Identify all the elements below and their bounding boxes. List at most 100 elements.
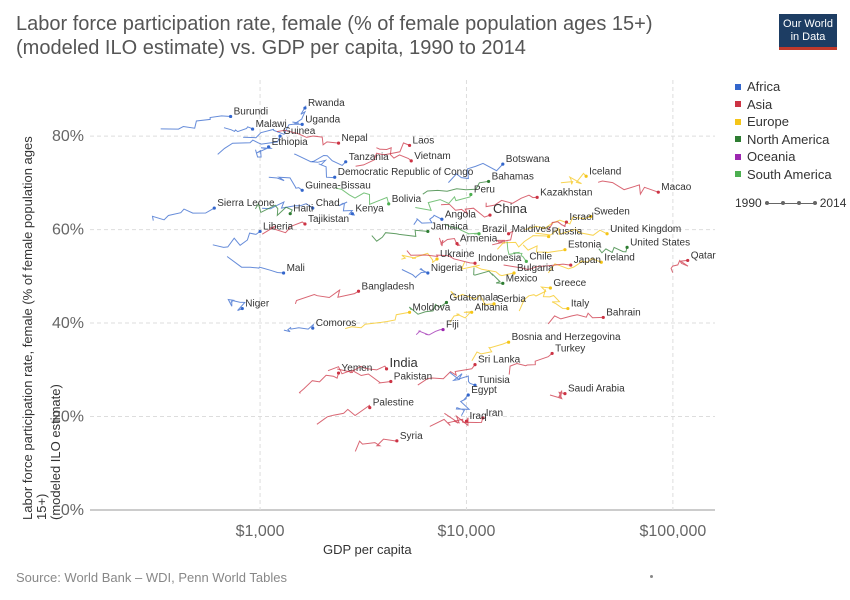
- country-label[interactable]: Angola: [445, 209, 477, 220]
- country-trail[interactable]: [406, 250, 476, 264]
- country-label[interactable]: Malawi: [256, 119, 287, 130]
- country-trail[interactable]: [413, 214, 443, 225]
- country-label[interactable]: Brazil: [482, 224, 507, 235]
- country-trail[interactable]: [160, 115, 231, 130]
- country-label[interactable]: Bosnia and Herzegovina: [512, 332, 621, 343]
- country-trail[interactable]: [503, 263, 571, 271]
- country-trail[interactable]: [355, 142, 410, 167]
- country-label[interactable]: Guinea: [283, 126, 316, 137]
- country-point[interactable]: [258, 229, 262, 234]
- country-trail[interactable]: [223, 126, 253, 133]
- country-label[interactable]: Israel: [569, 212, 593, 223]
- country-trail[interactable]: [438, 237, 461, 247]
- country-label[interactable]: Qatar: [691, 250, 717, 261]
- country-trail[interactable]: [311, 159, 336, 179]
- country-label[interactable]: Armenia: [460, 234, 498, 245]
- country-label[interactable]: Tanzania: [349, 152, 389, 163]
- country-trail[interactable]: [262, 200, 313, 210]
- country-point[interactable]: [409, 159, 413, 163]
- country-trail[interactable]: [345, 311, 410, 330]
- country-point[interactable]: [625, 245, 629, 249]
- country-point[interactable]: [344, 160, 348, 164]
- country-trail[interactable]: [261, 221, 306, 235]
- country-point[interactable]: [387, 202, 391, 206]
- country-label[interactable]: Tajikistan: [308, 214, 349, 225]
- country-trail[interactable]: [371, 229, 428, 242]
- country-label[interactable]: Democratic Republic of Congo: [338, 167, 474, 178]
- country-point[interactable]: [395, 439, 399, 443]
- country-trail[interactable]: [227, 298, 246, 311]
- country-label[interactable]: Egypt: [471, 385, 497, 396]
- country-point[interactable]: [407, 310, 412, 314]
- country-label[interactable]: Serbia: [497, 294, 526, 305]
- country-label[interactable]: Fiji: [446, 320, 459, 331]
- legend-item[interactable]: North America: [735, 131, 832, 149]
- country-point[interactable]: [512, 271, 516, 275]
- country-trail[interactable]: [547, 221, 567, 231]
- country-point[interactable]: [469, 192, 473, 197]
- country-trail[interactable]: [560, 172, 587, 185]
- country-point[interactable]: [492, 302, 496, 306]
- country-label[interactable]: Sweden: [594, 206, 630, 217]
- country-point[interactable]: [548, 286, 552, 290]
- country-point[interactable]: [426, 271, 430, 275]
- country-point[interactable]: [535, 195, 539, 199]
- country-trail[interactable]: [450, 290, 495, 306]
- country-label[interactable]: Bahrain: [606, 307, 640, 318]
- country-trail[interactable]: [460, 261, 515, 277]
- country-point[interactable]: [435, 257, 439, 261]
- country-label[interactable]: Indonesia: [478, 253, 522, 264]
- country-trail[interactable]: [415, 329, 443, 336]
- country-label[interactable]: Moldova: [413, 302, 451, 313]
- country-point[interactable]: [303, 106, 307, 110]
- country-label[interactable]: United States: [630, 237, 690, 248]
- country-label[interactable]: Iceland: [589, 166, 621, 177]
- country-point[interactable]: [426, 229, 430, 234]
- country-trail[interactable]: [473, 267, 503, 284]
- country-label[interactable]: Mali: [287, 263, 305, 274]
- country-label[interactable]: Laos: [413, 135, 435, 146]
- country-trail[interactable]: [525, 216, 591, 231]
- country-point[interactable]: [441, 327, 445, 332]
- country-point[interactable]: [464, 419, 469, 423]
- country-trail[interactable]: [455, 394, 471, 416]
- country-label[interactable]: Turkey: [555, 343, 585, 354]
- country-point[interactable]: [311, 206, 315, 210]
- country-trail[interactable]: [276, 129, 339, 146]
- country-label[interactable]: Guatemala: [449, 292, 498, 303]
- country-point[interactable]: [229, 114, 233, 119]
- country-point[interactable]: [686, 258, 690, 263]
- country-point[interactable]: [303, 222, 307, 226]
- country-point[interactable]: [506, 340, 511, 344]
- country-label[interactable]: Palestine: [373, 398, 415, 409]
- country-point[interactable]: [524, 259, 528, 263]
- country-trail[interactable]: [598, 246, 628, 254]
- country-label[interactable]: Mexico: [506, 273, 538, 284]
- country-trail[interactable]: [212, 230, 261, 248]
- country-point[interactable]: [300, 122, 304, 127]
- country-label[interactable]: Jamaica: [431, 221, 469, 232]
- country-point[interactable]: [281, 271, 286, 275]
- country-point[interactable]: [350, 212, 354, 216]
- country-label[interactable]: Sierra Leone: [217, 198, 275, 209]
- country-trail[interactable]: [376, 147, 412, 162]
- country-point[interactable]: [333, 175, 337, 179]
- country-point[interactable]: [250, 127, 255, 131]
- country-label[interactable]: Comoros: [316, 318, 357, 329]
- country-point[interactable]: [336, 141, 341, 145]
- country-point[interactable]: [212, 206, 216, 210]
- country-trail[interactable]: [549, 390, 566, 400]
- country-label[interactable]: Botswana: [506, 154, 550, 165]
- country-trail[interactable]: [547, 257, 602, 274]
- country-trail[interactable]: [327, 366, 391, 384]
- country-trail[interactable]: [243, 123, 303, 139]
- country-label[interactable]: Pakistan: [394, 371, 432, 382]
- country-trail[interactable]: [429, 417, 484, 427]
- owid-logo[interactable]: Our World in Data: [779, 14, 837, 50]
- country-label[interactable]: Liberia: [263, 221, 293, 232]
- country-label[interactable]: Albania: [475, 302, 509, 313]
- country-point[interactable]: [389, 379, 393, 384]
- country-point[interactable]: [486, 179, 491, 184]
- country-trail[interactable]: [485, 194, 538, 208]
- country-label[interactable]: Macao: [661, 182, 691, 193]
